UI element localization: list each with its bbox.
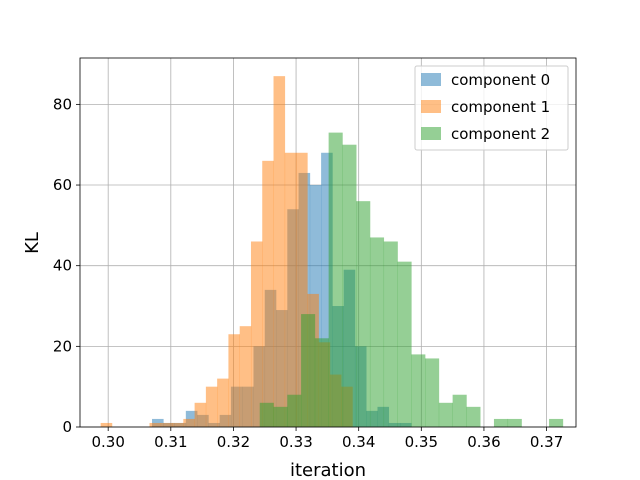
plot-frame [79, 57, 577, 428]
legend-label: component 0 [451, 71, 550, 89]
histogram-bar [239, 326, 252, 427]
histogram-bar [172, 422, 184, 427]
y-tick-label: 80 [53, 95, 72, 113]
histogram-bar [228, 334, 240, 427]
y-tick-label: 20 [53, 337, 72, 355]
x-tick-label: 0.35 [405, 433, 438, 451]
histogram-bar [342, 144, 357, 427]
x-tick-label: 0.34 [342, 433, 375, 451]
x-tick-label: 0.30 [91, 433, 124, 451]
histogram-bar [466, 406, 481, 427]
legend-label: component 1 [451, 98, 550, 116]
legend-swatch [421, 127, 441, 140]
histogram-bar [194, 402, 207, 427]
x-tick-label: 0.31 [154, 433, 187, 451]
histogram-bar [296, 152, 308, 427]
histogram-bar [149, 422, 162, 427]
histogram-bar [183, 418, 195, 427]
y-tick-label: 0 [62, 418, 72, 436]
histogram-bar [273, 76, 286, 428]
histogram-bar [438, 402, 453, 427]
x-tick-label: 0.37 [530, 433, 563, 451]
x-axis-label: iteration [290, 460, 366, 480]
x-tick-label: 0.32 [217, 433, 250, 451]
histogram-bar [425, 358, 440, 427]
y-tick-label: 40 [53, 257, 72, 275]
series-2 [259, 132, 564, 427]
y-tick-label: 60 [53, 176, 72, 194]
x-tick-label: 0.33 [279, 433, 312, 451]
histogram-bar [411, 354, 426, 427]
legend-box [414, 65, 569, 151]
histogram-bar [452, 394, 467, 427]
legend-items: component 0 component 1 component 2 [421, 71, 550, 143]
series-layer [100, 76, 564, 428]
histogram-bar [259, 402, 274, 427]
histogram-bar [250, 241, 263, 427]
histogram-bar [160, 422, 173, 427]
histogram-bar [273, 406, 288, 427]
legend-swatch [421, 100, 441, 113]
histogram-bar [205, 386, 218, 427]
histogram-bar [383, 241, 398, 427]
histogram-bar [549, 418, 564, 427]
histogram-bar [328, 132, 343, 427]
histogram-bar [356, 201, 371, 427]
legend-label: component 2 [451, 125, 550, 143]
legend-swatch [421, 73, 441, 86]
histogram-bar [493, 418, 509, 427]
histogram-bar [100, 422, 113, 427]
histogram-bar [397, 261, 412, 427]
x-tick-label: 0.36 [467, 433, 500, 451]
histogram-bar [262, 160, 274, 427]
y-axis-label: KL [22, 232, 43, 254]
legend: component 0 component 1 component 2 [414, 65, 569, 151]
histogram-bar [284, 152, 297, 427]
histogram-bar [301, 314, 316, 427]
histogram-bar [287, 394, 302, 427]
histogram-bar [217, 378, 229, 427]
histogram-bar [314, 338, 329, 427]
ticks-layer: 0.30 0.31 0.32 0.33 0.34 0.35 0.36 0.37 0 20 40 60 8… [53, 95, 563, 451]
histogram-bar [507, 418, 522, 427]
histogram-bar [321, 152, 333, 427]
histogram-bar [369, 237, 385, 427]
